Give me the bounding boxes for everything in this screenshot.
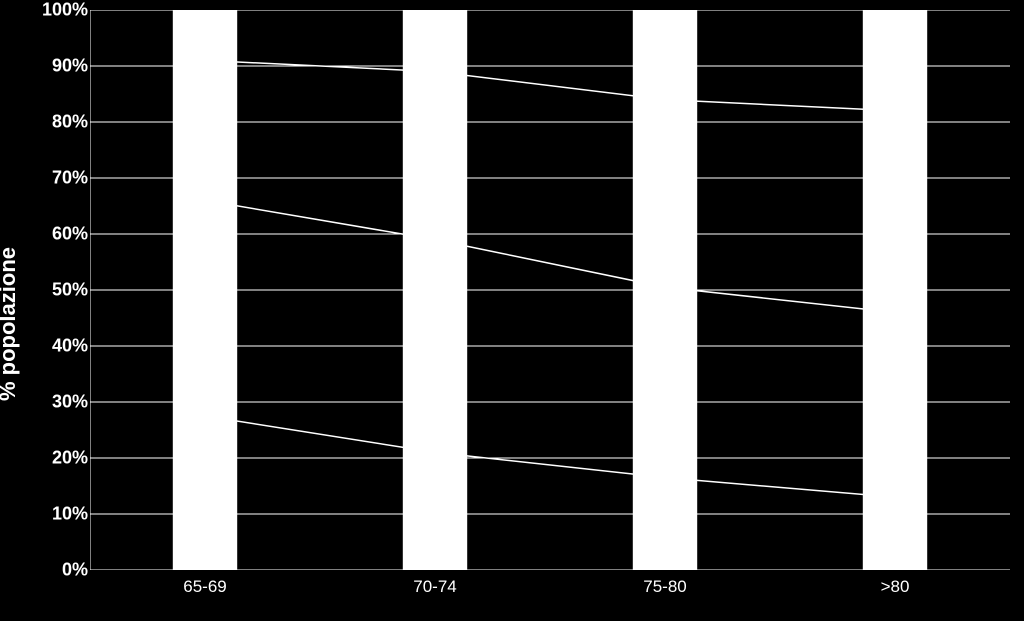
y-axis-title: % popolazione — [0, 247, 21, 401]
chart-svg — [90, 10, 1010, 570]
y-tick-label: 0% — [62, 560, 88, 581]
series-line-series-top — [205, 60, 895, 110]
plot-area — [90, 10, 1010, 570]
y-tick-label: 70% — [52, 168, 88, 189]
y-tick-label: 50% — [52, 280, 88, 301]
y-tick-label: 40% — [52, 336, 88, 357]
x-tick-label: >80 — [881, 577, 910, 597]
y-axis-ticks: 0%10%20%30%40%50%60%70%80%90%100% — [40, 10, 88, 570]
series-line-series-bottom — [205, 416, 895, 497]
y-tick-label: 30% — [52, 392, 88, 413]
chart-container: % popolazione 0% 10% 20% 30% 40% 50% 60% 70% 80%… — [0, 0, 1024, 621]
y-tick-label: 90% — [52, 56, 88, 77]
y-tick-label: 10% — [52, 504, 88, 525]
y-tick-label: 100% — [42, 0, 88, 21]
x-tick-label: 75-80 — [643, 577, 686, 597]
x-tick-label: 65-69 — [183, 577, 226, 597]
series-line-series-middle — [205, 200, 895, 312]
y-tick-label: 80% — [52, 112, 88, 133]
x-axis-ticks: 65-69 70-74 75-80 >80 — [90, 575, 1010, 615]
x-tick-label: 70-74 — [413, 577, 456, 597]
y-tick-label: 60% — [52, 224, 88, 245]
y-tick-label: 20% — [52, 448, 88, 469]
